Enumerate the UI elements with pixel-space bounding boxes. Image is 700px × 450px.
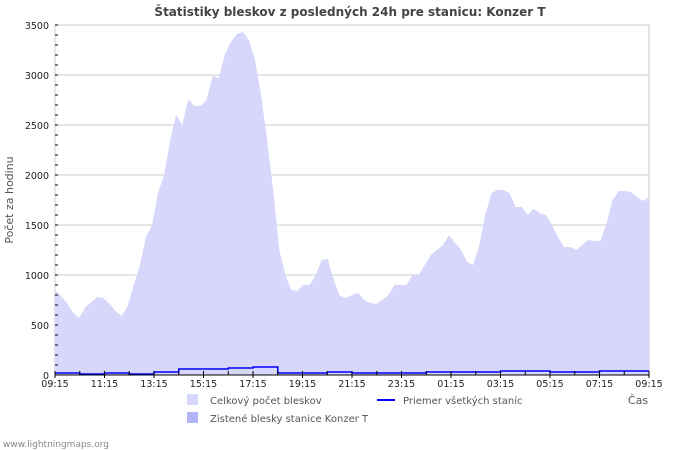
legend: Celkový počet bleskov Zistené blesky sta… xyxy=(187,394,523,425)
legend-label-total: Celkový počet bleskov xyxy=(210,395,322,407)
legend-swatch-station xyxy=(187,412,198,423)
x-tick-label: 23:15 xyxy=(388,379,415,390)
x-tick-label: 17:15 xyxy=(239,379,266,390)
x-tick-label: 07:15 xyxy=(586,379,613,390)
y-tick-label: 0 xyxy=(43,371,49,382)
legend-swatch-total xyxy=(187,394,198,405)
x-tick-label: 01:15 xyxy=(437,379,464,390)
legend-label-average: Priemer všetkých staníc xyxy=(403,395,523,407)
footer-watermark: www.lightningmaps.org xyxy=(3,440,109,450)
y-tick-label: 3500 xyxy=(25,21,49,32)
x-tick-label: 21:15 xyxy=(338,379,365,390)
x-tick-label: 11:15 xyxy=(91,379,118,390)
x-tick-label: 13:15 xyxy=(140,379,167,390)
total-strikes-area xyxy=(55,32,649,375)
chart-title: Štatistiky bleskov z posledných 24h pre … xyxy=(154,4,546,19)
x-axis-label: Čas xyxy=(628,394,648,407)
y-tick-label: 2000 xyxy=(25,171,49,182)
x-tick-label: 09:15 xyxy=(635,379,662,390)
x-tick-label: 09:15 xyxy=(41,379,68,390)
legend-label-station: Zistené blesky stanice Konzer T xyxy=(210,413,369,425)
y-tick-label: 1500 xyxy=(25,221,49,232)
x-tick-label: 19:15 xyxy=(289,379,316,390)
x-tick-label: 05:15 xyxy=(536,379,563,390)
y-tick-label: 3000 xyxy=(25,71,49,82)
x-tick-label: 15:15 xyxy=(190,379,217,390)
y-tick-label: 1000 xyxy=(25,271,49,282)
y-tick-label: 2500 xyxy=(25,121,49,132)
y-axis-label: Počet za hodinu xyxy=(3,156,16,243)
x-tick-label: 03:15 xyxy=(487,379,514,390)
y-tick-label: 500 xyxy=(31,321,49,332)
